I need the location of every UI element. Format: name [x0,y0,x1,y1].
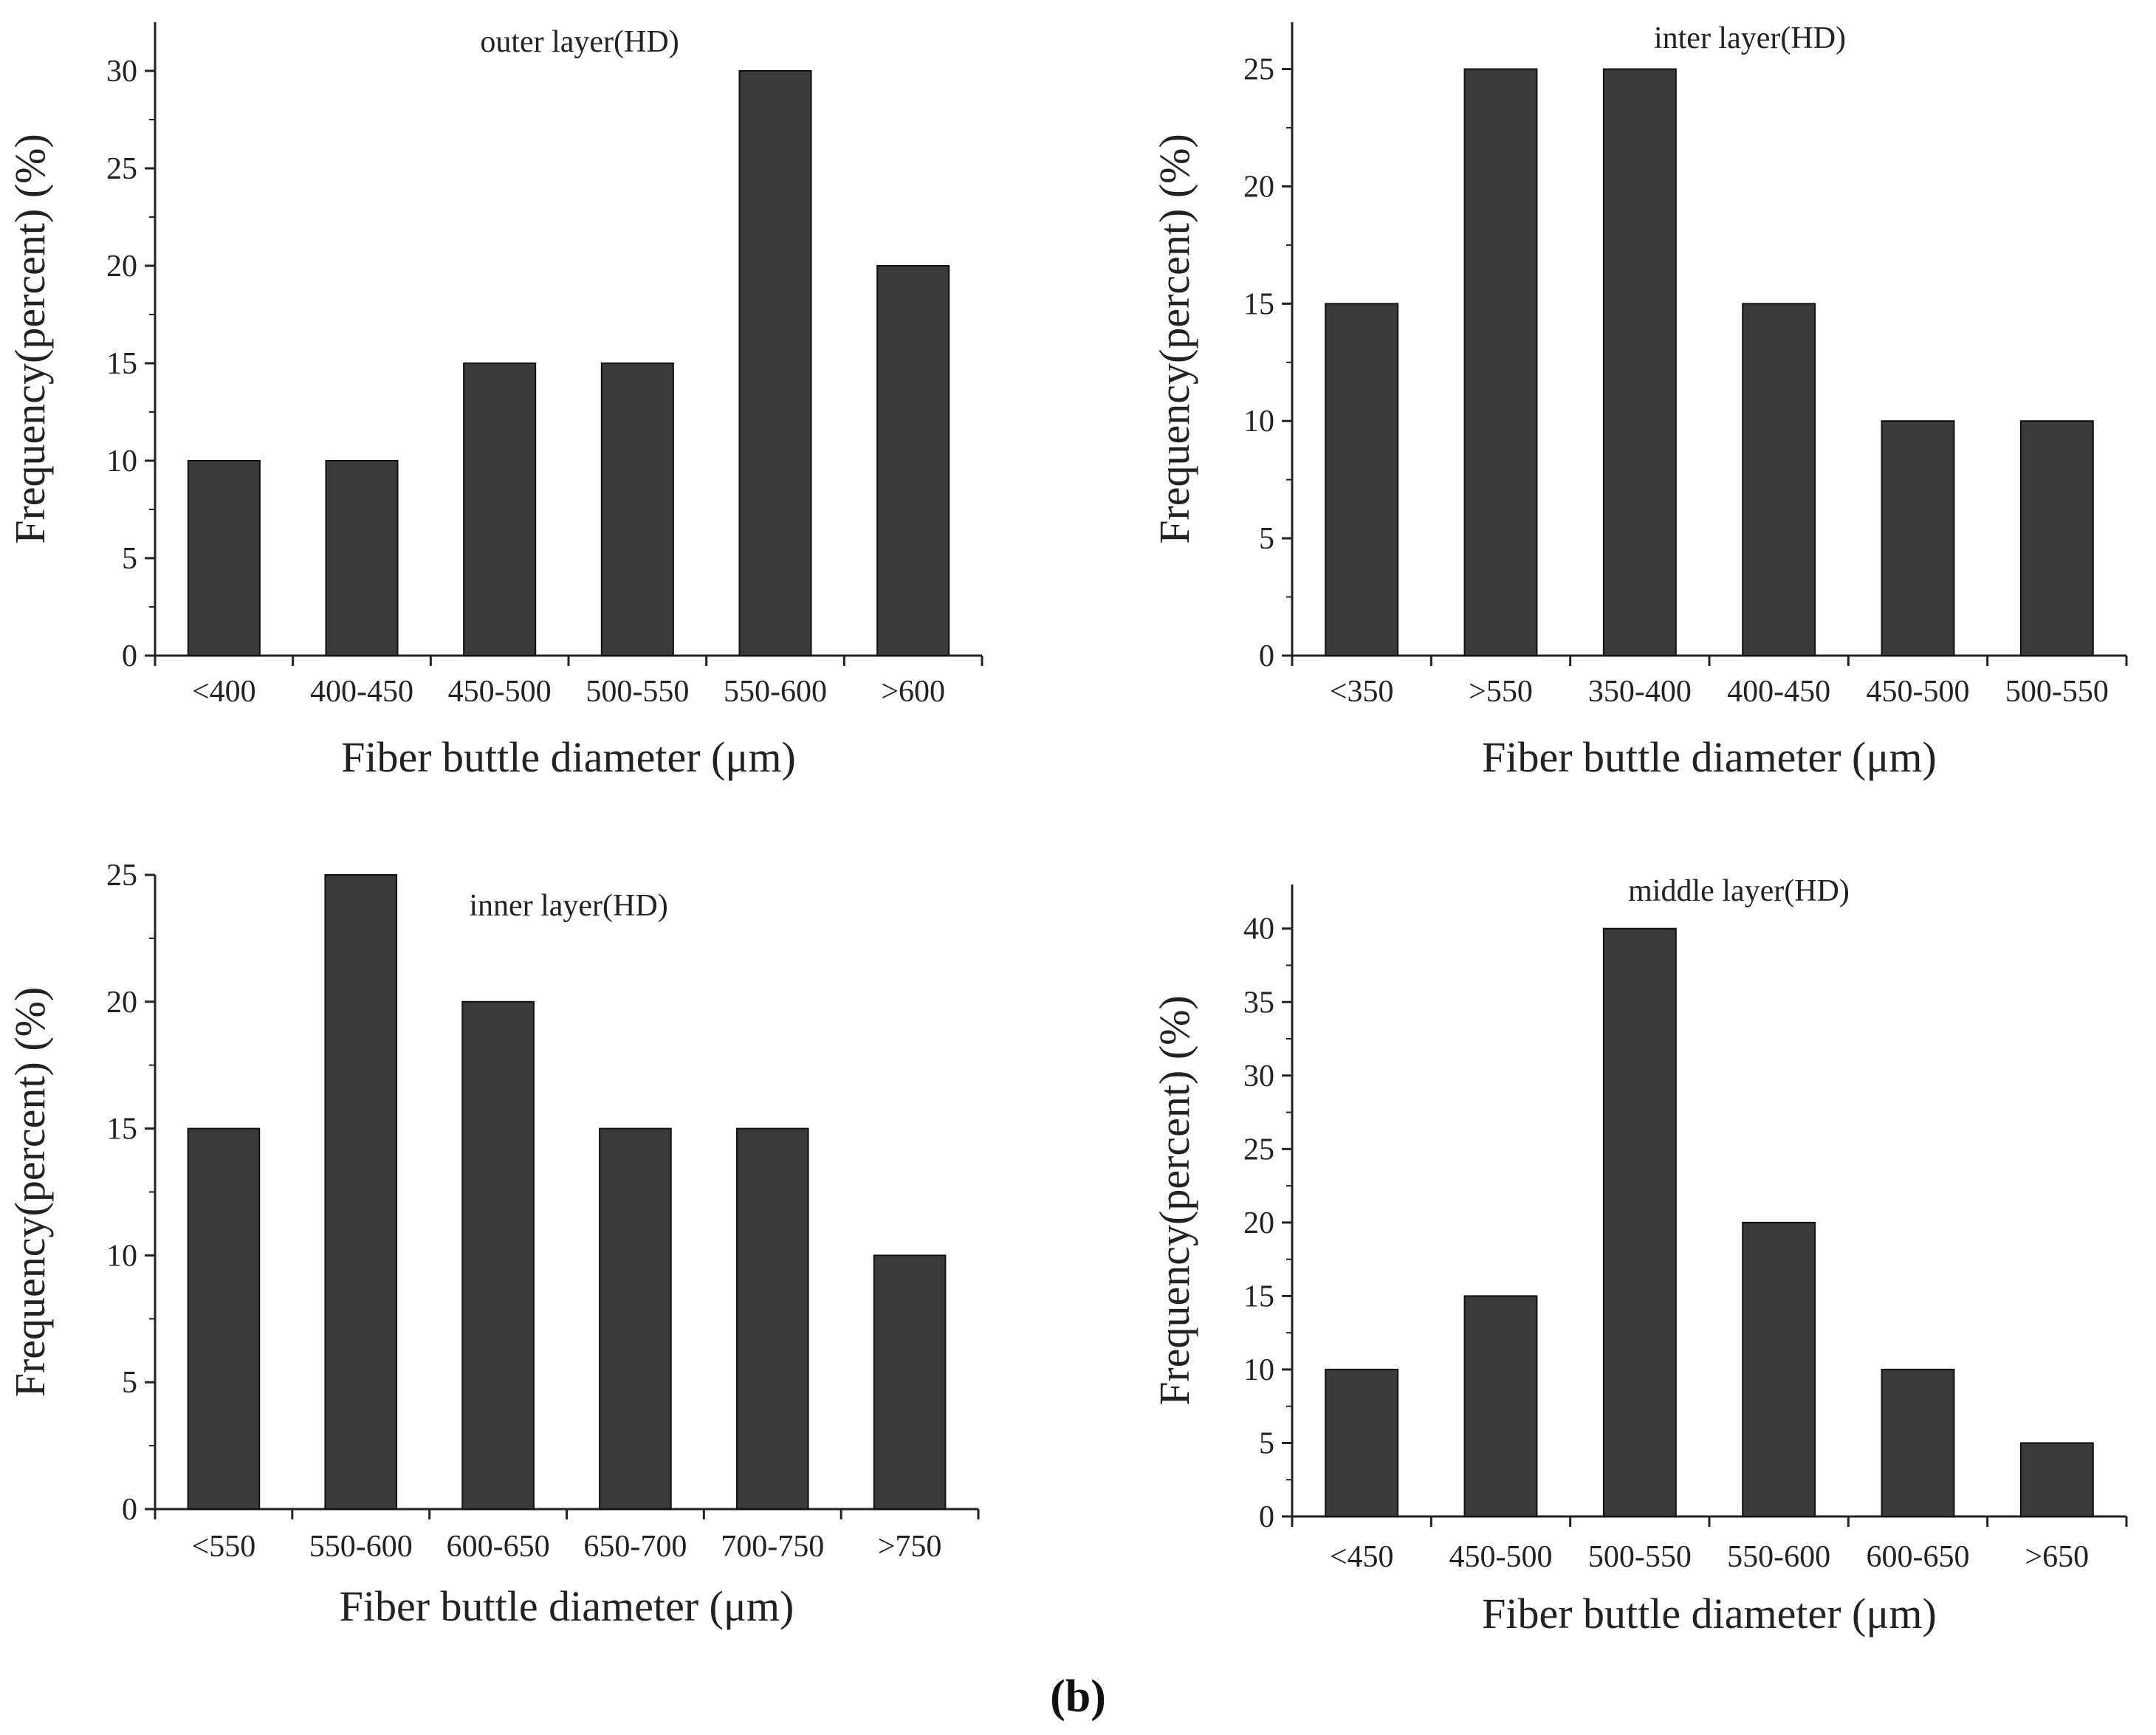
bar-4 [600,363,674,656]
x-tick-label: 450-500 [448,675,552,709]
bar-1 [1325,303,1399,656]
bar-5 [735,1127,809,1510]
y-tick-label: 15 [106,347,137,381]
y-tick-label: 30 [106,55,137,89]
x-tick-label: 500-550 [586,675,689,709]
bar-2 [1463,1295,1538,1518]
x-axis-title: Fiber buttle diameter (μm) [1482,733,1937,781]
x-axis-title: Fiber buttle diameter (μm) [1482,1590,1937,1638]
y-tick-label: 0 [1259,1500,1274,1534]
figure-panel-label: (b) [1050,1672,1106,1722]
bar-4 [599,1127,672,1510]
x-tick-label: 550-600 [309,1530,413,1564]
y-tick-label: 10 [1243,405,1274,439]
y-tick-label: 20 [106,250,137,284]
y-tick-label: 10 [106,1239,137,1273]
x-tick-label: <400 [192,675,256,709]
bar-5 [1881,420,1955,656]
x-tick-label: >550 [1469,675,1533,709]
y-tick-label: 25 [106,859,137,893]
bar-6 [2019,420,2094,656]
y-tick-label: 5 [122,542,137,576]
bar-4 [1742,1221,1816,1517]
y-tick-label: 10 [106,444,137,478]
bar-1 [187,460,261,656]
y-tick-label: 20 [1243,1206,1274,1240]
x-tick-label: 600-650 [447,1530,550,1564]
bar-1 [1325,1368,1399,1517]
chart-panel-2: 0 5 10 15 20 25 <350 >550 350-400 400-450 450-500 5… [1150,21,2128,781]
x-axis-title: Fiber buttle diameter (μm) [340,1582,794,1630]
chart-title: outer layer(HD) [480,25,679,59]
chart-title: inter layer(HD) [1654,21,1846,55]
x-tick-label: 500-550 [1588,1540,1692,1574]
bar-1 [187,1127,261,1510]
x-tick-label: <550 [192,1530,256,1564]
x-tick-label: <350 [1330,675,1394,709]
bar-6 [873,1254,947,1511]
x-tick-label: 550-600 [724,675,827,709]
chart-title: middle layer(HD) [1628,874,1850,908]
y-tick-label: 25 [106,152,137,186]
bar-2 [324,874,398,1510]
y-tick-label: 25 [1243,1133,1274,1167]
y-tick-label: 35 [1243,986,1274,1020]
y-tick-label: 5 [122,1366,137,1400]
y-axis-title: Frequency(percent) (%) [1150,995,1198,1406]
chart-panel-1: 0 5 10 15 20 25 30 <400 400-450 450-500 500-550 550… [6,22,983,781]
x-tick-label: 600-650 [1867,1540,1970,1574]
bar-4 [1742,303,1816,656]
bar-2 [325,460,399,656]
y-tick-label: 10 [1243,1353,1274,1387]
chart-panel-4: 0 5 10 15 20 25 30 35 40 <450 450-500 500-550 550-60… [1150,874,2128,1638]
y-tick-label: 0 [1259,639,1274,673]
y-tick-label: 5 [1259,522,1274,556]
chart-panel-3: 0 5 10 15 20 25 <550 550-600 600-650 650-700 700-7… [6,859,980,1630]
x-tick-label: >650 [2025,1540,2089,1574]
bar-6 [876,265,950,656]
bar-3 [1602,68,1677,657]
y-tick-label: 40 [1243,913,1274,946]
bar-3 [463,363,537,656]
y-tick-label: 0 [122,639,137,673]
x-tick-label: >600 [881,675,945,709]
bar-5 [738,70,812,656]
x-tick-label: 500-550 [2005,675,2109,709]
x-axis-title: Fiber buttle diameter (μm) [341,733,796,781]
bar-3 [1602,927,1677,1517]
y-tick-label: 20 [106,986,137,1020]
x-tick-label: 400-450 [1727,675,1830,709]
y-tick-label: 20 [1243,170,1274,204]
y-axis-title: Frequency(percent) (%) [6,134,54,544]
bar-3 [461,1000,535,1511]
y-tick-label: 15 [1243,1279,1274,1313]
y-tick-label: 25 [1243,53,1274,87]
x-tick-label: 450-500 [1867,675,1970,709]
y-tick-label: 30 [1243,1059,1274,1093]
bar-2 [1463,68,1538,657]
x-tick-label: 550-600 [1727,1540,1830,1574]
x-tick-label: <450 [1330,1540,1394,1574]
y-tick-label: 0 [122,1493,137,1527]
y-tick-label: 15 [106,1113,137,1147]
x-tick-label: 350-400 [1588,675,1692,709]
x-tick-label: >750 [878,1530,942,1564]
x-tick-label: 450-500 [1449,1540,1553,1574]
y-tick-label: 15 [1243,287,1274,321]
chart-title: inner layer(HD) [469,889,667,923]
x-tick-label: 700-750 [721,1530,824,1564]
x-tick-label: 400-450 [310,675,413,709]
y-tick-label: 5 [1259,1426,1274,1460]
y-axis-title: Frequency(percent) (%) [6,987,54,1398]
bar-6 [2019,1442,2094,1517]
y-axis-title: Frequency(percent) (%) [1150,134,1198,544]
x-tick-label: 650-700 [583,1530,687,1564]
bar-5 [1881,1368,1955,1517]
